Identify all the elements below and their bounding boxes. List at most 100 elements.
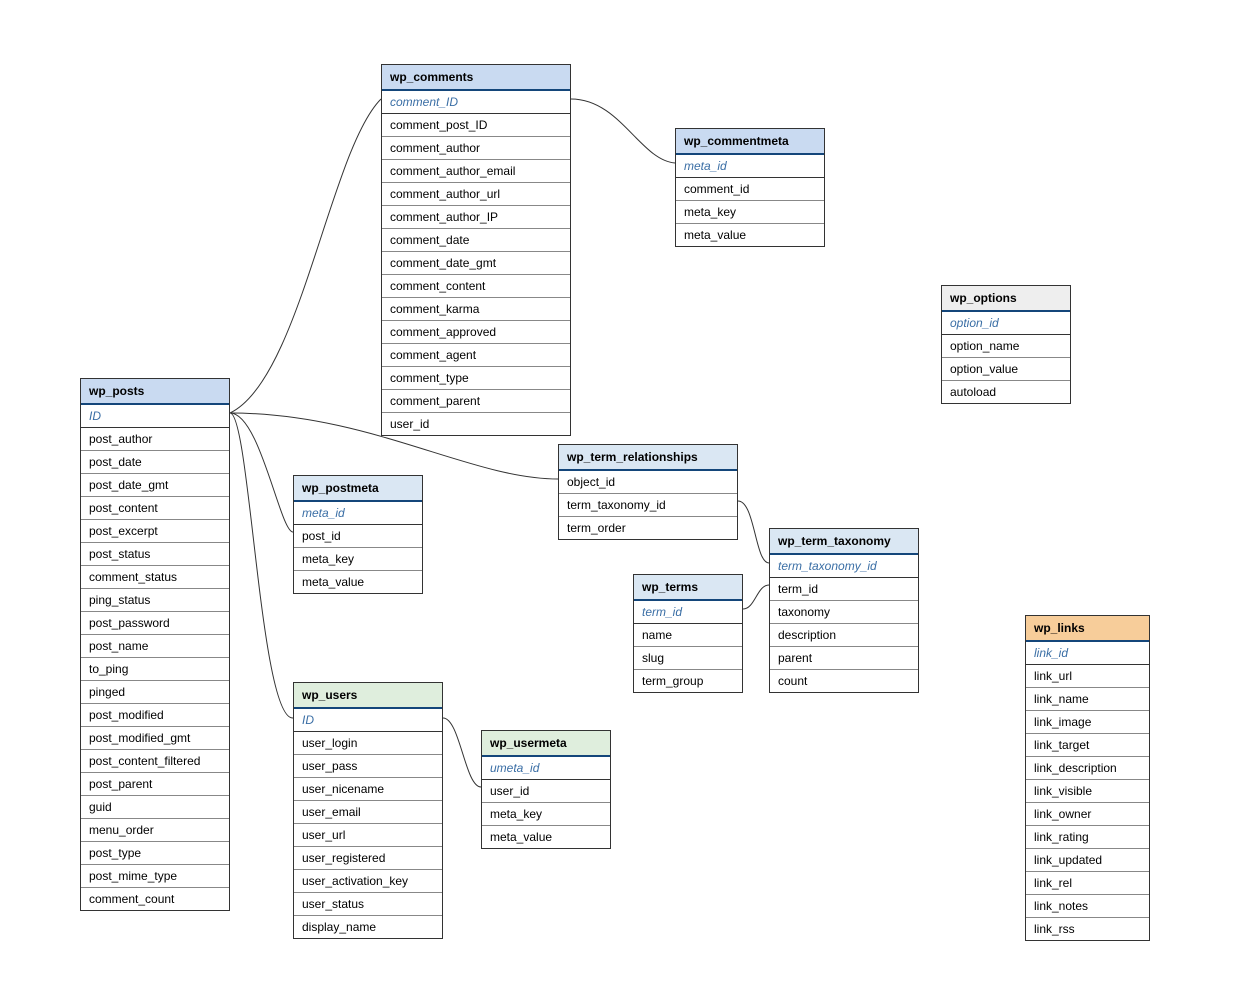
field: comment_author_email bbox=[382, 160, 570, 183]
field: meta_key bbox=[482, 803, 610, 826]
table-header: wp_usermeta bbox=[482, 731, 610, 757]
field-pk: meta_id bbox=[676, 155, 824, 178]
field: link_description bbox=[1026, 757, 1149, 780]
edge-posts-postmeta bbox=[230, 413, 293, 532]
field: count bbox=[770, 670, 918, 692]
field: meta_key bbox=[294, 548, 422, 571]
field: link_rating bbox=[1026, 826, 1149, 849]
field: post_password bbox=[81, 612, 229, 635]
field: user_status bbox=[294, 893, 442, 916]
table-header: wp_users bbox=[294, 683, 442, 709]
field: comment_author bbox=[382, 137, 570, 160]
field: comment_content bbox=[382, 275, 570, 298]
field: post_modified bbox=[81, 704, 229, 727]
field: object_id bbox=[559, 471, 737, 494]
field: post_content_filtered bbox=[81, 750, 229, 773]
field: comment_author_url bbox=[382, 183, 570, 206]
field-pk: link_id bbox=[1026, 642, 1149, 665]
field: display_name bbox=[294, 916, 442, 938]
field: taxonomy bbox=[770, 601, 918, 624]
field-pk: option_id bbox=[942, 312, 1070, 335]
field: comment_type bbox=[382, 367, 570, 390]
table-wp_usermeta: wp_usermetaumeta_iduser_idmeta_keymeta_v… bbox=[481, 730, 611, 849]
table-wp_terms: wp_termsterm_idnameslugterm_group bbox=[633, 574, 743, 693]
field: post_status bbox=[81, 543, 229, 566]
field: link_target bbox=[1026, 734, 1149, 757]
field: to_ping bbox=[81, 658, 229, 681]
table-wp_options: wp_optionsoption_idoption_nameoption_val… bbox=[941, 285, 1071, 404]
field: link_notes bbox=[1026, 895, 1149, 918]
field-pk: term_taxonomy_id bbox=[770, 555, 918, 578]
field: link_owner bbox=[1026, 803, 1149, 826]
table-header: wp_term_taxonomy bbox=[770, 529, 918, 555]
field: comment_status bbox=[81, 566, 229, 589]
edge-comments-commentmeta bbox=[571, 99, 675, 163]
field: post_type bbox=[81, 842, 229, 865]
field: user_id bbox=[482, 780, 610, 803]
field-pk: ID bbox=[294, 709, 442, 732]
field-pk: comment_ID bbox=[382, 91, 570, 114]
field: option_name bbox=[942, 335, 1070, 358]
field-pk: umeta_id bbox=[482, 757, 610, 780]
field: comment_approved bbox=[382, 321, 570, 344]
table-header: wp_postmeta bbox=[294, 476, 422, 502]
table-header: wp_options bbox=[942, 286, 1070, 312]
field: term_order bbox=[559, 517, 737, 539]
field: user_pass bbox=[294, 755, 442, 778]
field: comment_parent bbox=[382, 390, 570, 413]
table-header: wp_commentmeta bbox=[676, 129, 824, 155]
field: link_rel bbox=[1026, 872, 1149, 895]
field: post_parent bbox=[81, 773, 229, 796]
table-header: wp_links bbox=[1026, 616, 1149, 642]
field: user_email bbox=[294, 801, 442, 824]
table-header: wp_term_relationships bbox=[559, 445, 737, 471]
field: link_rss bbox=[1026, 918, 1149, 940]
edge-users-usermeta bbox=[443, 718, 481, 787]
field: user_activation_key bbox=[294, 870, 442, 893]
table-wp_term_taxonomy: wp_term_taxonomyterm_taxonomy_idterm_idt… bbox=[769, 528, 919, 693]
field: post_excerpt bbox=[81, 520, 229, 543]
edge-term_taxonomy-terms bbox=[743, 585, 769, 609]
field: comment_karma bbox=[382, 298, 570, 321]
field: option_value bbox=[942, 358, 1070, 381]
field: name bbox=[634, 624, 742, 647]
field: meta_value bbox=[676, 224, 824, 246]
field: post_id bbox=[294, 525, 422, 548]
field: comment_count bbox=[81, 888, 229, 910]
table-wp_term_relationships: wp_term_relationshipsobject_idterm_taxon… bbox=[558, 444, 738, 540]
field: ping_status bbox=[81, 589, 229, 612]
field: link_visible bbox=[1026, 780, 1149, 803]
table-wp_links: wp_linkslink_idlink_urllink_namelink_ima… bbox=[1025, 615, 1150, 941]
table-header: wp_comments bbox=[382, 65, 570, 91]
field: comment_date bbox=[382, 229, 570, 252]
field: user_nicename bbox=[294, 778, 442, 801]
field: post_name bbox=[81, 635, 229, 658]
field: description bbox=[770, 624, 918, 647]
field: guid bbox=[81, 796, 229, 819]
table-wp_users: wp_usersIDuser_loginuser_passuser_nicena… bbox=[293, 682, 443, 939]
field: post_date bbox=[81, 451, 229, 474]
field: comment_author_IP bbox=[382, 206, 570, 229]
field: post_content bbox=[81, 497, 229, 520]
edge-term_relationships-term_taxonomy bbox=[738, 501, 769, 563]
field: user_login bbox=[294, 732, 442, 755]
field: comment_agent bbox=[382, 344, 570, 367]
field: post_author bbox=[81, 428, 229, 451]
er-diagram-canvas: { "diagram": { "type": "er-diagram", "ca… bbox=[0, 0, 1242, 993]
field: comment_date_gmt bbox=[382, 252, 570, 275]
table-wp_comments: wp_commentscomment_IDcomment_post_IDcomm… bbox=[381, 64, 571, 436]
field: user_url bbox=[294, 824, 442, 847]
field: user_id bbox=[382, 413, 570, 435]
table-wp_postmeta: wp_postmetameta_idpost_idmeta_keymeta_va… bbox=[293, 475, 423, 594]
field-pk: term_id bbox=[634, 601, 742, 624]
field: link_image bbox=[1026, 711, 1149, 734]
table-header: wp_posts bbox=[81, 379, 229, 405]
table-wp_posts: wp_postsIDpost_authorpost_datepost_date_… bbox=[80, 378, 230, 911]
field: autoload bbox=[942, 381, 1070, 403]
field: user_registered bbox=[294, 847, 442, 870]
field: meta_key bbox=[676, 201, 824, 224]
field: parent bbox=[770, 647, 918, 670]
field: meta_value bbox=[294, 571, 422, 593]
field: pinged bbox=[81, 681, 229, 704]
field: comment_id bbox=[676, 178, 824, 201]
